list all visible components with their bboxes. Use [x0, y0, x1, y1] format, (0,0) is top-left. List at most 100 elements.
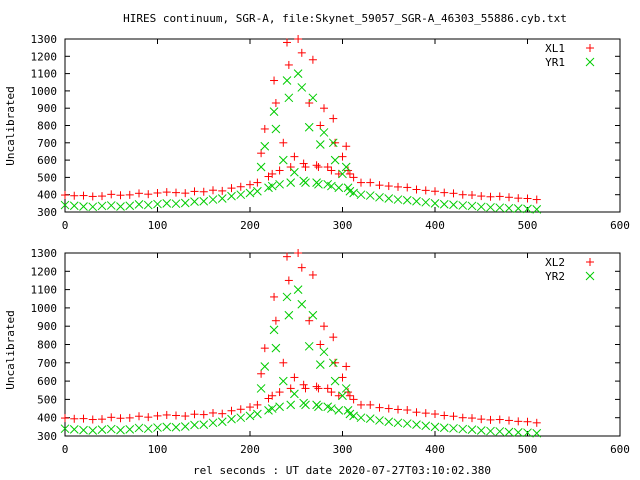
data-point-yr2 — [402, 419, 412, 428]
data-point-yr1 — [338, 169, 347, 179]
data-point-yr2 — [208, 418, 218, 428]
data-point-xl2 — [320, 322, 328, 331]
data-point-xl2 — [458, 413, 467, 422]
data-point-xl1 — [116, 191, 125, 200]
data-point-xl1 — [199, 187, 208, 196]
data-point-yr2 — [523, 428, 532, 438]
data-point-xl1 — [412, 185, 421, 194]
data-point-yr2 — [314, 402, 323, 412]
data-point-xl1 — [271, 99, 280, 108]
data-point-xl2 — [308, 270, 317, 279]
x-tick-label: 600 — [610, 219, 630, 232]
data-point-xl1 — [375, 181, 384, 190]
data-point-xl2 — [440, 411, 449, 420]
data-point-yr1 — [476, 202, 486, 212]
top-y-axis-label: Uncalibrated — [4, 86, 17, 165]
data-point-yr2 — [495, 427, 505, 436]
data-point-yr1 — [334, 183, 344, 193]
data-point-yr1 — [314, 179, 323, 189]
data-point-xl1 — [458, 190, 467, 199]
data-point-yr1 — [349, 188, 358, 198]
data-point-yr2 — [290, 389, 299, 399]
data-point-xl1 — [312, 161, 321, 170]
data-point-yr1 — [327, 181, 336, 191]
data-point-xl2 — [153, 411, 162, 420]
data-point-xl2 — [477, 415, 486, 424]
data-point-xl2 — [329, 333, 338, 342]
data-point-xl2 — [342, 362, 351, 371]
data-point-xl1 — [236, 182, 245, 191]
data-point-yr2 — [79, 425, 88, 435]
data-point-xl2 — [403, 406, 412, 415]
data-point-yr2 — [308, 310, 318, 320]
data-point-yr2 — [171, 422, 181, 432]
bottom-legend: XL2 YR2 — [545, 256, 595, 283]
data-point-yr1 — [495, 203, 505, 213]
data-point-xl2 — [345, 391, 354, 400]
data-point-yr2 — [256, 384, 266, 393]
data-point-xl2 — [366, 400, 375, 409]
y-tick-label: 700 — [37, 357, 57, 370]
data-point-xl2 — [523, 417, 532, 426]
data-point-xl2 — [357, 400, 365, 409]
data-point-xl2 — [284, 276, 293, 285]
data-point-yr1 — [88, 202, 98, 212]
data-point-yr1 — [532, 205, 542, 214]
data-point-yr1 — [253, 186, 262, 196]
data-point-xl1 — [135, 189, 143, 198]
data-point-xl2 — [218, 409, 227, 418]
data-point-yr2 — [153, 423, 162, 432]
data-point-yr1 — [190, 197, 199, 206]
data-point-xl2 — [375, 403, 384, 412]
data-point-yr2 — [341, 384, 351, 393]
data-point-yr2 — [116, 425, 125, 435]
data-point-yr2 — [430, 422, 440, 432]
data-point-yr1 — [341, 162, 351, 172]
data-point-xl1 — [88, 192, 97, 201]
data-point-yr1 — [106, 201, 116, 210]
data-point-yr2 — [532, 428, 542, 438]
data-point-yr1 — [330, 155, 340, 165]
data-point-xl2 — [344, 388, 353, 397]
legend-marker-yr2 — [585, 271, 595, 281]
data-point-xl1 — [468, 191, 476, 200]
data-point-xl1 — [153, 188, 162, 197]
y-tick-label: 600 — [37, 154, 57, 167]
data-point-xl1 — [308, 55, 317, 64]
data-point-yr2 — [349, 411, 358, 421]
data-point-xl2 — [334, 391, 343, 400]
data-point-yr1 — [513, 204, 523, 213]
data-point-yr2 — [269, 325, 279, 335]
y-tick-label: 300 — [37, 206, 57, 219]
data-point-xl2 — [312, 382, 321, 391]
data-point-xl2 — [297, 263, 306, 272]
data-point-xl2 — [271, 316, 280, 325]
data-point-yr2 — [338, 391, 347, 401]
data-point-xl1 — [284, 60, 293, 69]
y-tick-label: 1100 — [31, 284, 58, 297]
data-point-yr2 — [284, 310, 294, 320]
data-point-yr2 — [88, 426, 98, 435]
data-point-yr2 — [327, 404, 336, 413]
data-point-yr2 — [513, 427, 523, 437]
data-point-xl2 — [431, 410, 439, 419]
y-tick-label: 1000 — [31, 85, 58, 98]
legend-symbol-xl1 — [586, 44, 594, 52]
legend-symbol-xl2 — [586, 258, 594, 266]
data-point-yr2 — [328, 358, 338, 368]
data-point-xl1 — [190, 187, 199, 196]
data-point-xl1 — [162, 188, 171, 197]
data-point-xl2 — [305, 316, 314, 325]
x-axis-label: rel seconds : UT date 2020-07-27T03:10:0… — [193, 464, 491, 477]
data-point-yr1 — [153, 199, 162, 209]
legend-label-xl1: XL1 — [545, 42, 565, 55]
data-point-xl1 — [323, 163, 332, 172]
data-point-xl2 — [495, 415, 504, 424]
data-point-yr1 — [180, 198, 190, 208]
data-point-yr2 — [293, 285, 303, 294]
data-point-yr2 — [227, 414, 236, 424]
data-point-yr2 — [449, 423, 458, 433]
legend-marker-xl1 — [586, 44, 594, 52]
data-point-xl1 — [349, 173, 358, 182]
data-point-yr2 — [458, 424, 468, 434]
